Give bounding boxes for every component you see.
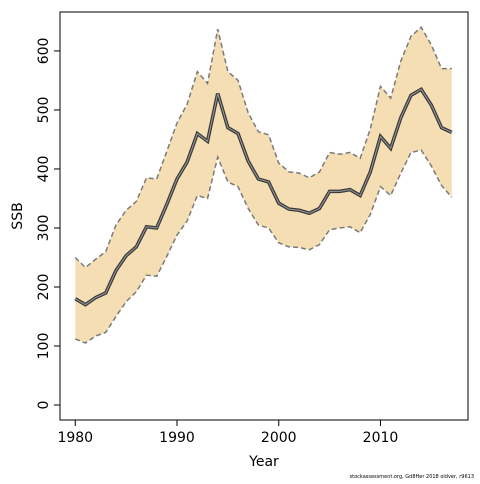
x-tick-label: 1980 xyxy=(57,430,93,446)
y-tick-label: 100 xyxy=(36,333,52,360)
y-tick-label: 0 xyxy=(36,401,52,410)
plot-frame xyxy=(59,11,469,421)
ssb-line-inner xyxy=(75,88,452,306)
y-tick-label: 500 xyxy=(36,97,52,124)
y-tick-label: 400 xyxy=(36,156,52,183)
y-axis-label: SSB xyxy=(10,202,26,229)
source-note: stockassessment.org, Gd8Her 2018 oldver,… xyxy=(350,474,474,480)
x-tick-label: 1990 xyxy=(159,430,195,446)
confidence-band xyxy=(75,27,452,344)
band-lower xyxy=(74,149,453,344)
x-tick-label: 2010 xyxy=(363,430,399,446)
y-tick-label: 600 xyxy=(36,38,52,65)
x-axis-label: Year xyxy=(248,454,279,470)
y-tick-label: 200 xyxy=(36,274,52,301)
y-tick-label: 300 xyxy=(36,215,52,242)
band-upper xyxy=(74,26,452,269)
x-tick-label: 2000 xyxy=(261,430,297,446)
